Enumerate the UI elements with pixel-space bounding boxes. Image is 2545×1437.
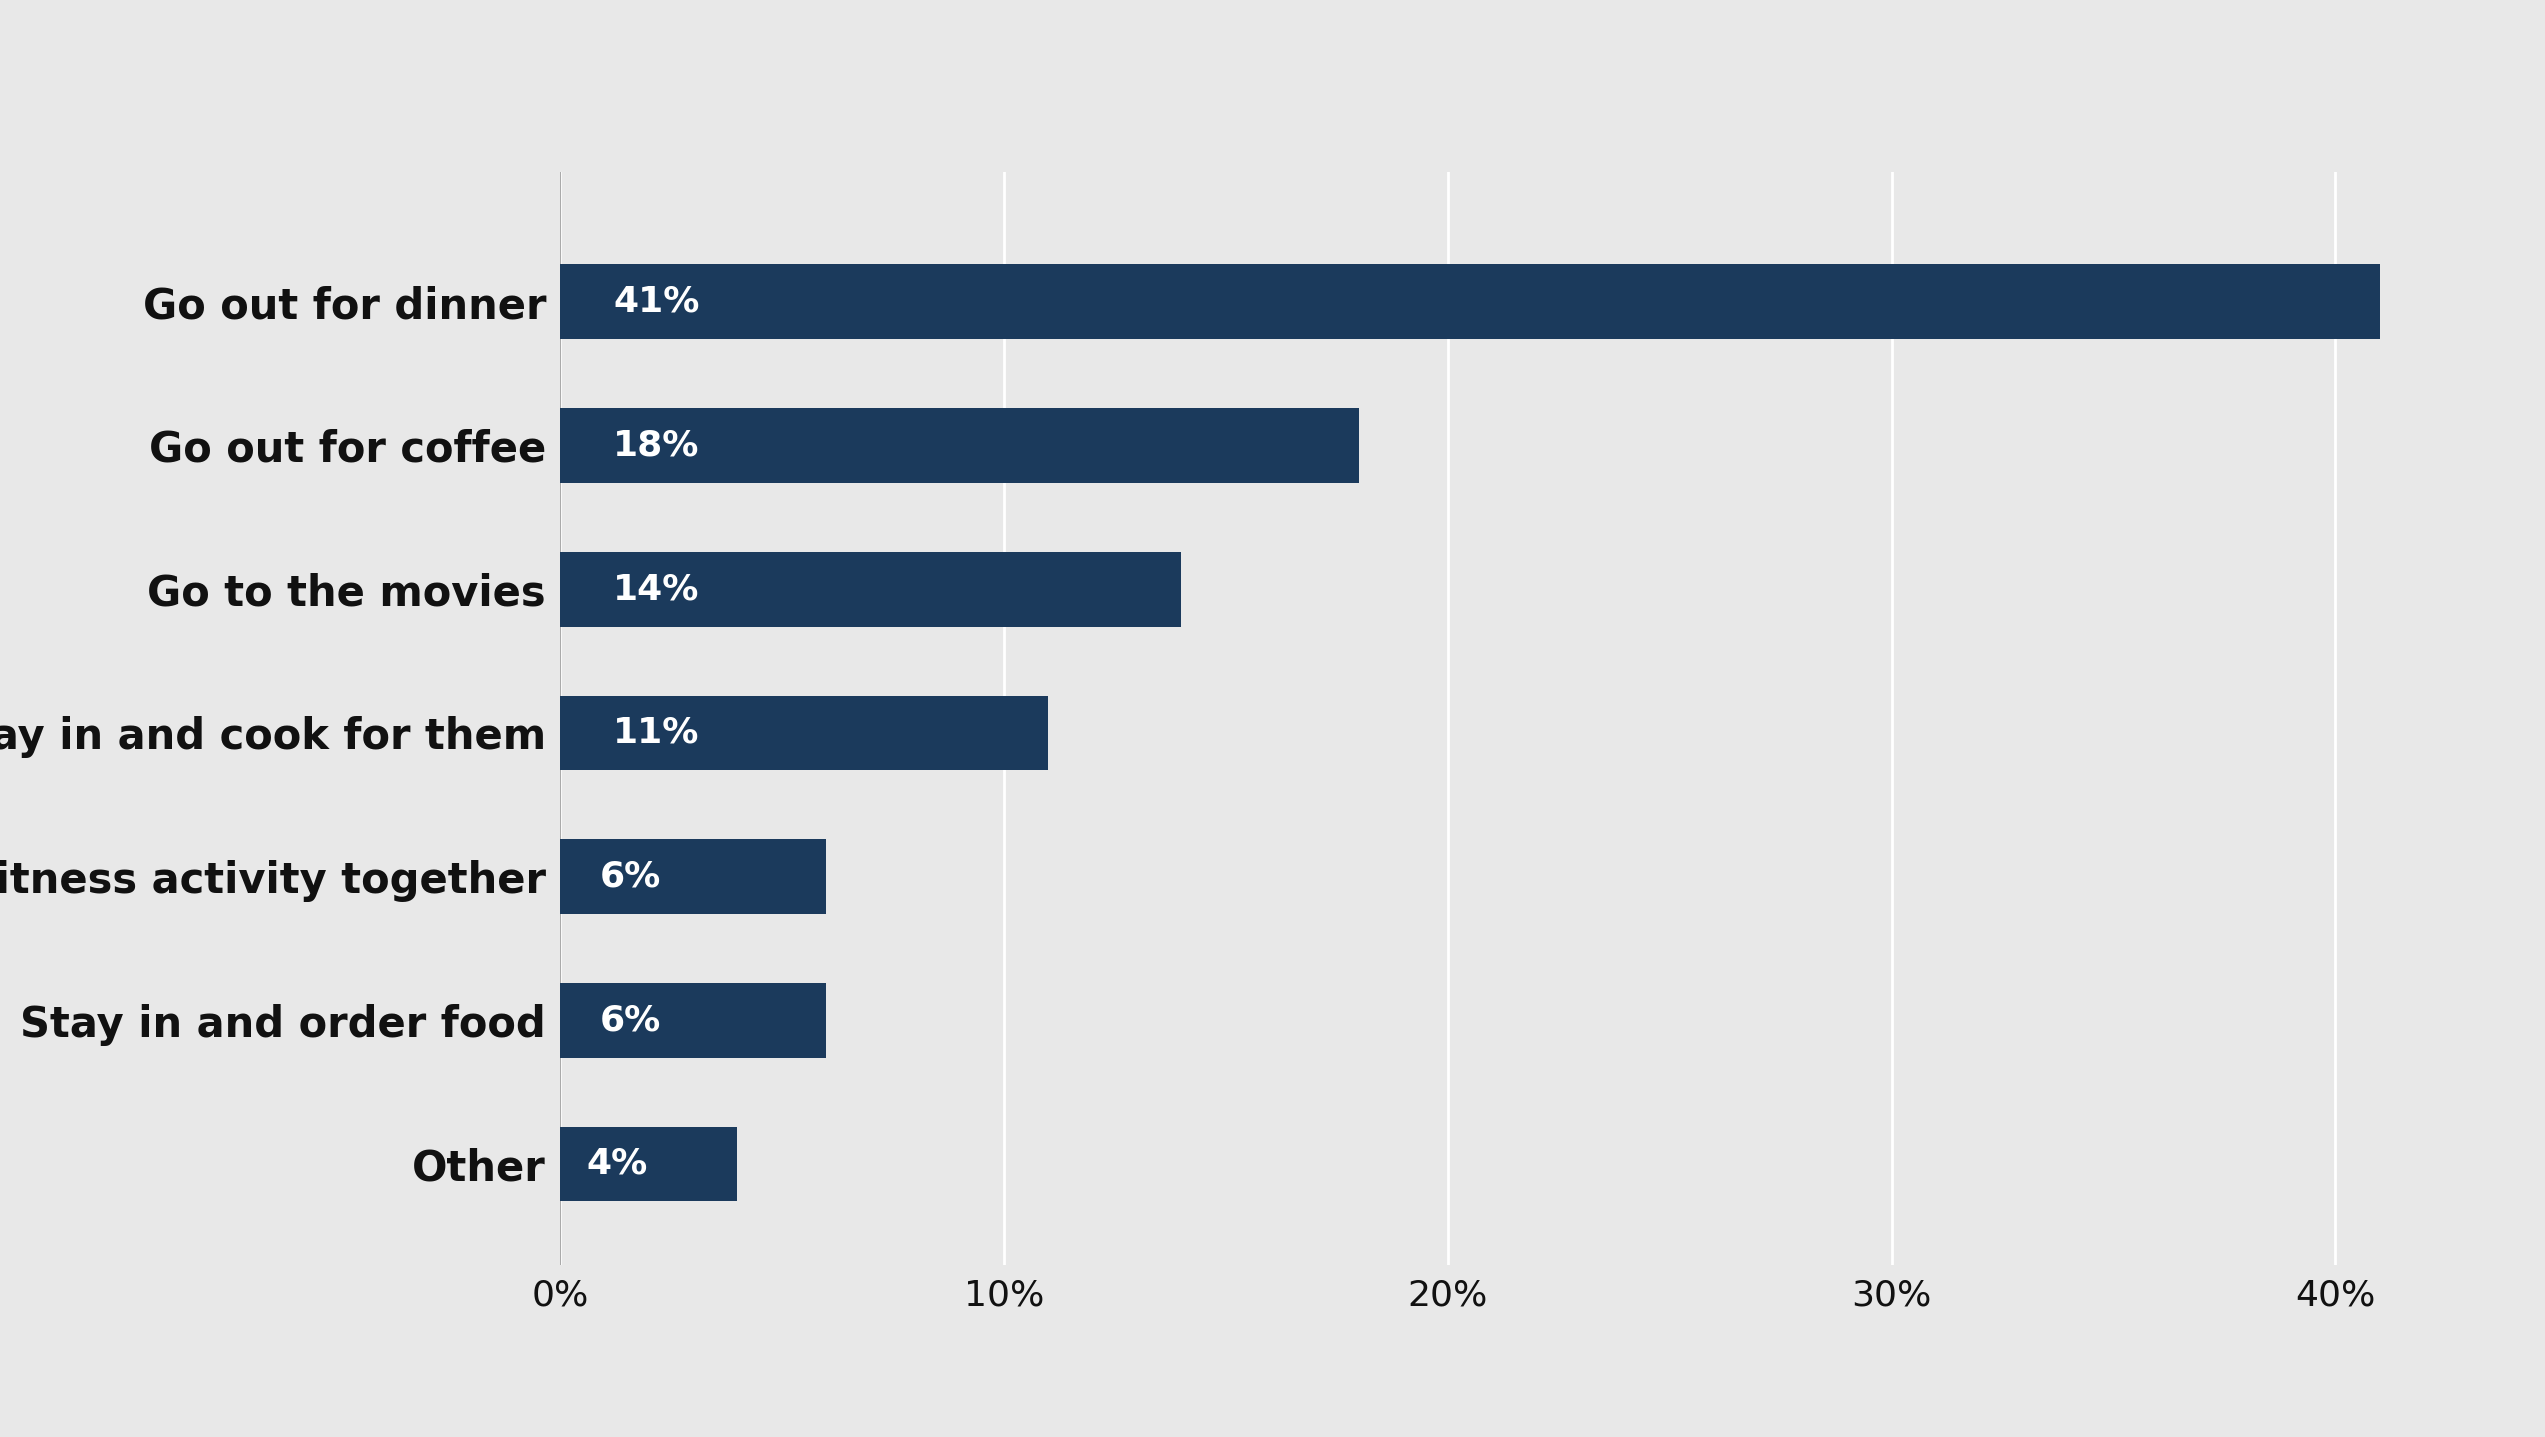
Text: 6%: 6% — [601, 859, 662, 894]
Bar — [560, 839, 827, 914]
Bar — [560, 983, 827, 1058]
Bar — [560, 264, 2380, 339]
Text: 4%: 4% — [585, 1147, 649, 1181]
Text: 14%: 14% — [613, 572, 700, 606]
Bar — [560, 552, 1181, 627]
Bar — [560, 408, 1359, 483]
Text: 18%: 18% — [613, 428, 700, 463]
Bar — [560, 1127, 738, 1201]
Text: 6%: 6% — [601, 1003, 662, 1038]
Text: 11%: 11% — [613, 716, 700, 750]
Bar — [560, 696, 1049, 770]
Text: 41%: 41% — [613, 285, 700, 319]
